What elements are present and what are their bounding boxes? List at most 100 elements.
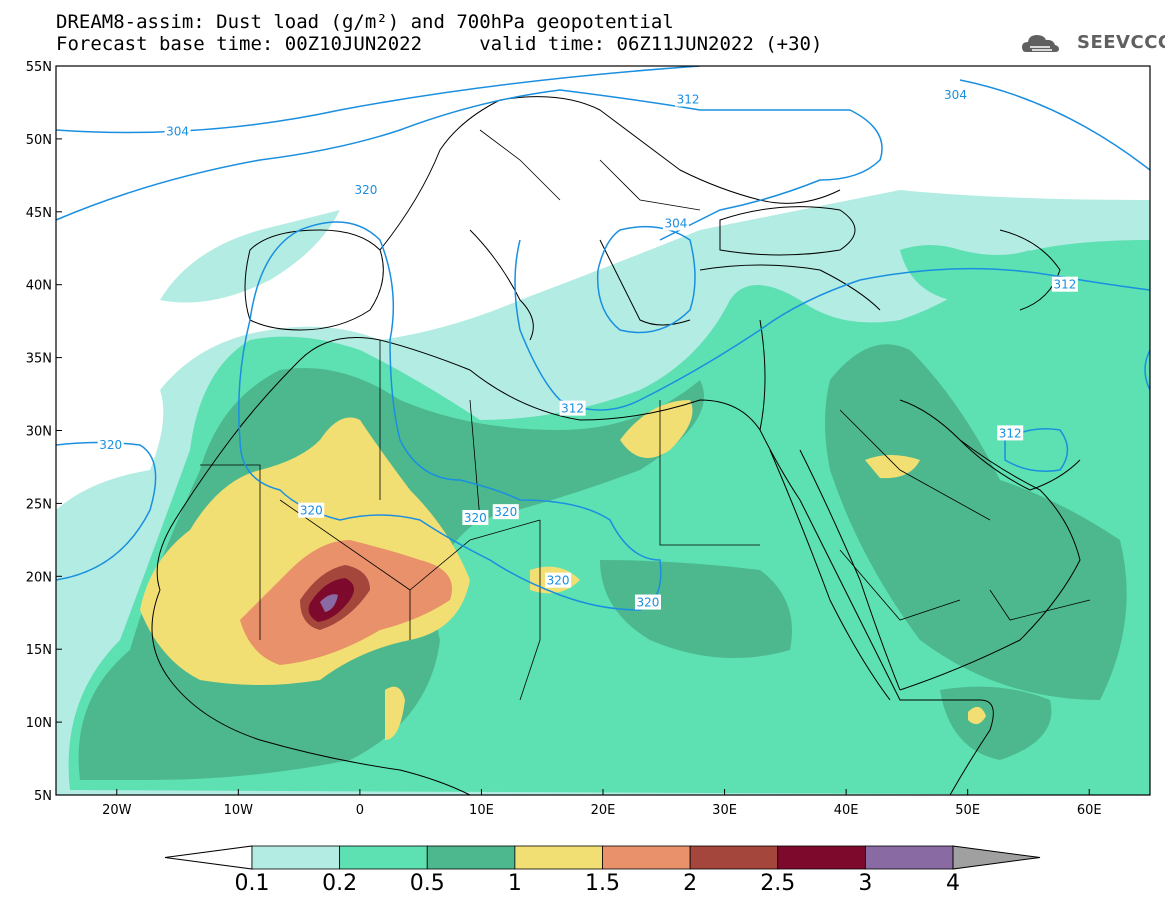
- contour-label: 304: [166, 125, 189, 139]
- contour-label-bg: [492, 504, 519, 520]
- cloud-logo-icon: [1022, 35, 1059, 52]
- dust-field: [56, 190, 1150, 795]
- forecast-time-subtitle: Forecast base time: 00Z10JUN2022 valid t…: [56, 33, 823, 55]
- dust-band-1-somalia: [968, 706, 986, 725]
- contour-label: 320: [355, 183, 378, 197]
- contour-label-bg: [1051, 276, 1078, 292]
- dust-band-0.2-ne: [900, 245, 1030, 300]
- colorbar-bin: [689, 845, 779, 870]
- lat-tick-label: 10N: [26, 716, 52, 731]
- lon-tick-label: 10E: [469, 803, 494, 818]
- contour-label-bg: [997, 425, 1024, 441]
- colorbar-bin: [777, 845, 866, 870]
- red-sea-east: [799, 449, 901, 691]
- logo-text: SEEVCCC: [1077, 32, 1165, 53]
- gulf-coast: [959, 439, 1081, 491]
- contour-labels: 304 304 304 312 312 312 312 320 320 320 320 320 320 3…: [97, 87, 1078, 610]
- contour-label-bg: [942, 87, 969, 103]
- colorbar-level-label: 1: [508, 871, 522, 896]
- contour-304-west: [56, 66, 701, 134]
- lat-tick-label: 50N: [26, 133, 52, 148]
- country-borders: [200, 129, 1091, 701]
- dust-band-0.5-east: [825, 344, 1127, 700]
- black-sea-coast: [719, 206, 856, 256]
- colorbar-level-label: 0.1: [235, 871, 270, 896]
- contour-312-central: [514, 239, 1150, 411]
- colorbar-bin: [339, 845, 428, 870]
- lon-tick-label: 10W: [224, 803, 254, 818]
- contour-label-bg: [164, 123, 191, 139]
- contour-label-bg: [634, 594, 661, 610]
- lat-tick-label: 30N: [26, 425, 52, 440]
- west-africa-coast: [151, 589, 471, 795]
- caspian-coast: [999, 229, 1061, 311]
- colorbar-level-label: 0.2: [322, 871, 357, 896]
- contour-304-greece: [596, 225, 696, 334]
- colorbar-level-label: 2: [683, 871, 697, 896]
- colorbar-bin: [251, 845, 341, 870]
- dust-band-3: [320, 594, 338, 612]
- dust-band-0.5-central: [600, 560, 792, 658]
- contour-label: 320: [99, 438, 122, 452]
- lat-tick-label: 55N: [26, 60, 52, 75]
- coastlines: [151, 96, 1081, 795]
- contour-label-bg: [298, 502, 325, 518]
- lat-tick-label: 40N: [26, 279, 52, 294]
- colorbar-bin: [864, 845, 954, 870]
- contour-312-north: [56, 89, 883, 241]
- colorbar-level-label: 0.5: [410, 871, 445, 896]
- dust-band-1-arabia: [865, 455, 920, 479]
- colorbar-under-triangle: [164, 845, 253, 870]
- lon-tick-label: 40E: [834, 803, 859, 818]
- latitude-ticks: 55N 50N 45N 40N 35N 30N 25N 20N 15N 10N 5N: [26, 60, 62, 804]
- contour-label-bg: [462, 509, 489, 525]
- colorbar: 0.1 0.2 0.5 1 1.5 2 2.5 3 4: [164, 845, 1041, 896]
- red-sea-west: [769, 449, 891, 701]
- contour-label-bg: [675, 91, 702, 107]
- lat-tick-label: 45N: [26, 206, 52, 221]
- contour-label: 320: [464, 511, 487, 525]
- italy-coast: [469, 229, 534, 341]
- lon-tick-label: 0: [356, 803, 364, 818]
- contour-label: 320: [300, 504, 323, 518]
- map-title: DREAM8-assim: Dust load (g/m²) and 700hP…: [56, 11, 674, 33]
- contour-312-gulf: [1004, 428, 1069, 472]
- lon-tick-label: 20E: [591, 803, 616, 818]
- contour-label: 304: [944, 88, 967, 102]
- levant-coast: [759, 319, 766, 431]
- contour-label-bg: [545, 572, 572, 588]
- contour-label: 312: [1053, 278, 1076, 292]
- lat-tick-label: 25N: [26, 497, 52, 512]
- lon-tick-label: 30E: [712, 803, 737, 818]
- contour-label-bg: [97, 437, 124, 453]
- lon-tick-label: 20W: [102, 803, 132, 818]
- contour-label-bg: [662, 215, 689, 231]
- contour-label: 312: [561, 402, 584, 416]
- lon-tick-label: 60E: [1077, 803, 1102, 818]
- lat-tick-label: 20N: [26, 570, 52, 585]
- colorbar-level-label: 4: [946, 871, 960, 896]
- lon-tick-label: 50E: [955, 803, 980, 818]
- contour-label: 320: [547, 574, 570, 588]
- colorbar-bin: [426, 845, 516, 870]
- arabia-coast: [899, 399, 1081, 691]
- colorbar-level-label: 3: [858, 871, 872, 896]
- dust-band-0.1-north: [160, 210, 340, 303]
- colorbar-bin: [514, 845, 603, 870]
- dust-band-0.5-gulf: [940, 686, 1052, 760]
- lat-tick-label: 35N: [26, 352, 52, 367]
- turkey-coast: [699, 264, 881, 311]
- africa-coast: [156, 337, 994, 795]
- contour-label: 320: [637, 596, 660, 610]
- lat-tick-label: 15N: [26, 643, 52, 658]
- colorbar-over-triangle: [952, 845, 1041, 870]
- colorbar-level-label: 1.5: [585, 871, 620, 896]
- contour-label: 304: [664, 216, 687, 230]
- contour-320-east: [1144, 349, 1150, 391]
- dust-band-1-libya: [620, 400, 693, 458]
- contour-label: 312: [677, 93, 700, 107]
- contour-label: 320: [494, 505, 517, 519]
- lat-tick-label: 5N: [34, 789, 52, 804]
- contour-304-east: [959, 79, 1150, 171]
